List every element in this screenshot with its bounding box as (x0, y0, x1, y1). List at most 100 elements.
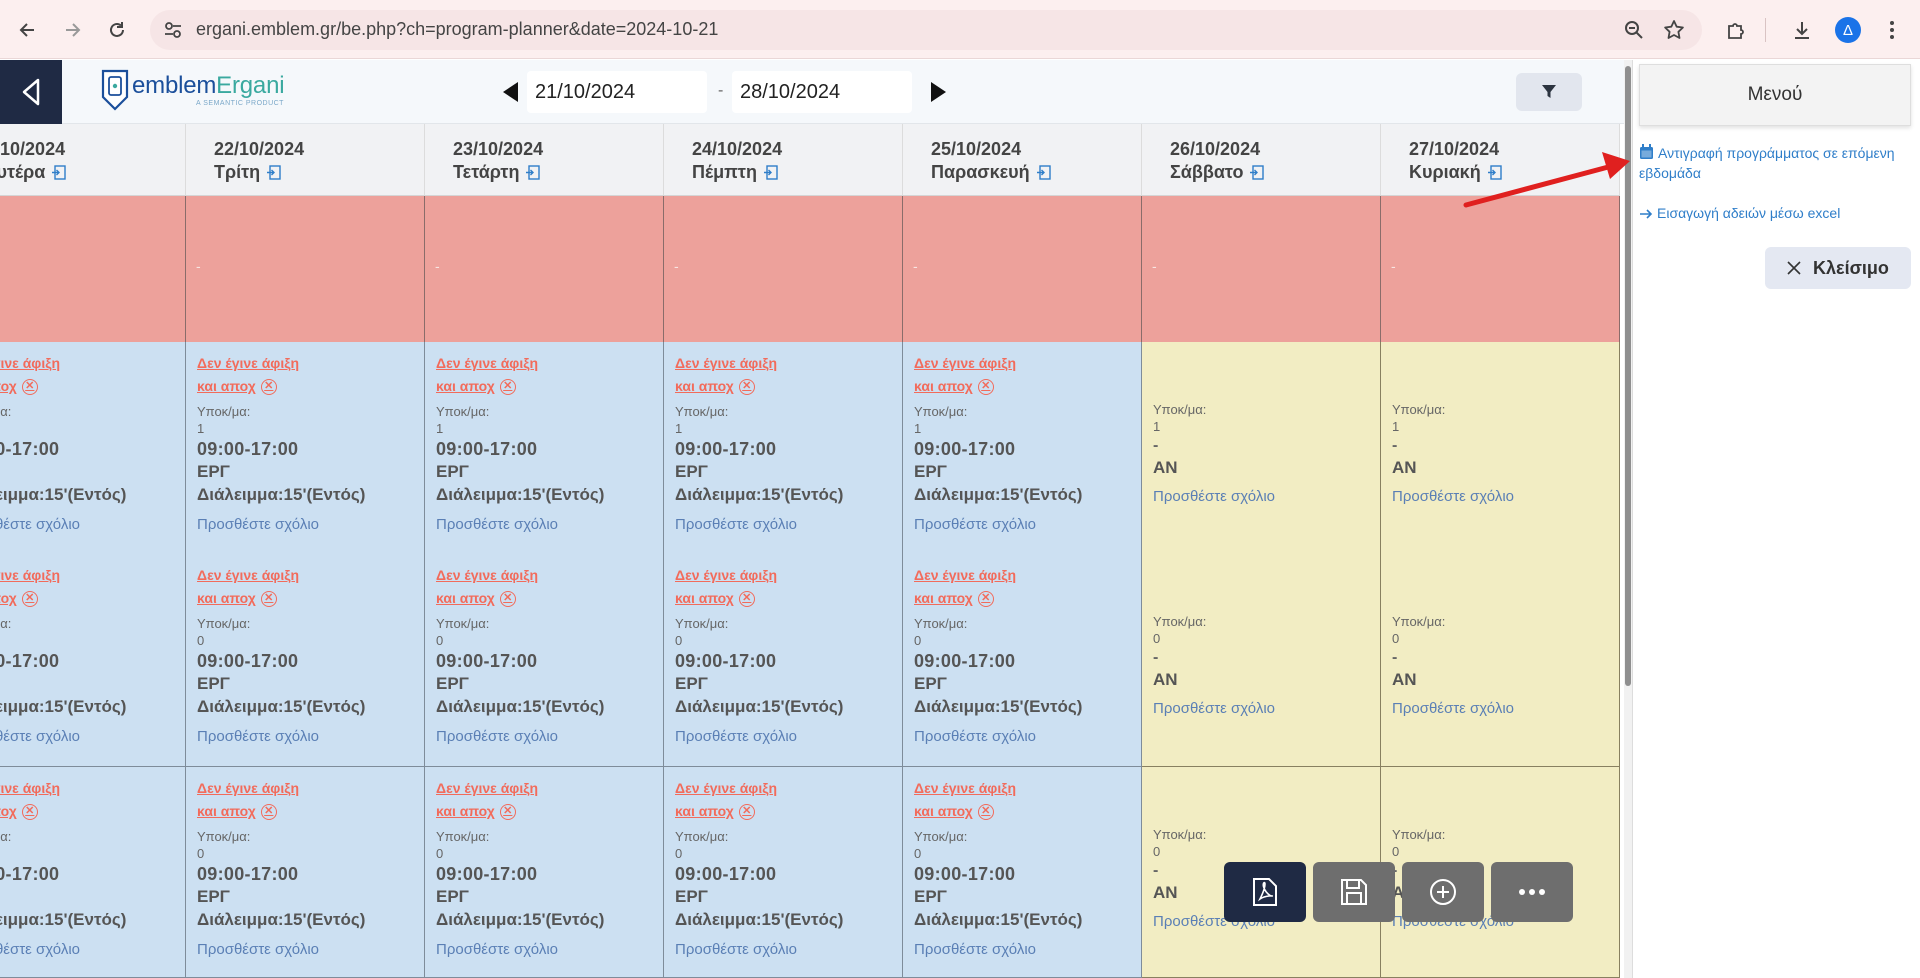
no-arrival-alert-cont[interactable]: και αποχ✕ (436, 375, 656, 398)
export-pdf-button[interactable] (1224, 862, 1306, 922)
enter-day-icon[interactable] (51, 165, 67, 180)
address-bar[interactable]: ergani.emblem.gr/be.php?ch=program-plann… (150, 10, 1702, 50)
no-arrival-alert-cont[interactable]: και αποχ✕ (197, 587, 417, 610)
add-comment-link[interactable]: Προσθέστε σχόλιο (436, 728, 558, 745)
extensions-button[interactable] (1720, 14, 1752, 46)
profile-avatar[interactable]: Δ (1835, 17, 1861, 43)
no-arrival-alert-cont[interactable]: και αποχ✕ (914, 375, 1134, 398)
enter-day-icon[interactable] (1249, 165, 1265, 180)
add-comment-link[interactable]: Προσθέστε σχόλιο (0, 516, 80, 533)
reload-button[interactable] (101, 14, 133, 46)
close-circle-icon[interactable]: ✕ (738, 803, 755, 820)
no-arrival-alert-cont[interactable]: και αποχ✕ (0, 375, 178, 398)
schedule-cell[interactable]: Υποκ/μα: 1 - ΑΝ Προσθέστε σχόλιο (1142, 342, 1381, 555)
no-arrival-alert-cont[interactable]: και αποχ✕ (675, 587, 895, 610)
no-arrival-alert-cont[interactable]: και αποχ✕ (436, 587, 656, 610)
close-circle-icon[interactable]: ✕ (260, 378, 277, 395)
date-to-input[interactable]: 28/10/2024 (732, 71, 912, 113)
more-actions-button[interactable] (1491, 862, 1573, 922)
add-comment-link[interactable]: Προσθέστε σχόλιο (914, 941, 1036, 958)
enter-day-icon[interactable] (1487, 165, 1502, 180)
downloads-button[interactable] (1786, 14, 1818, 46)
no-arrival-alert[interactable]: Δεν έγινε άφιξη (914, 567, 1016, 583)
close-circle-icon[interactable]: ✕ (499, 803, 516, 820)
close-circle-icon[interactable]: ✕ (738, 378, 755, 395)
close-circle-icon[interactable]: ✕ (499, 590, 516, 607)
no-arrival-alert[interactable]: Δεν έγινε άφιξη (675, 355, 777, 371)
close-circle-icon[interactable]: ✕ (21, 803, 38, 820)
add-comment-link[interactable]: Προσθέστε σχόλιο (1392, 488, 1514, 505)
add-comment-link[interactable]: Προσθέστε σχόλιο (197, 728, 319, 745)
next-week-button[interactable] (929, 82, 947, 102)
no-arrival-alert[interactable]: Δεν έγινε άφιξη (436, 567, 538, 583)
enter-day-icon[interactable] (266, 165, 281, 180)
date-from-input[interactable]: 21/10/2024 (527, 71, 707, 113)
no-arrival-alert[interactable]: Δεν έγινε άφιξη (0, 567, 60, 583)
add-comment-link[interactable]: Προσθέστε σχόλιο (675, 516, 797, 533)
no-arrival-alert-cont[interactable]: και αποχ✕ (675, 800, 895, 823)
add-comment-link[interactable]: Προσθέστε σχόλιο (436, 941, 558, 958)
no-arrival-alert[interactable]: Δεν έγινε άφιξη (197, 355, 299, 371)
add-comment-link[interactable]: Προσθέστε σχόλιο (914, 516, 1036, 533)
app-logo[interactable]: emblemErgani A SEMANTIC PRODUCT (100, 68, 285, 112)
scrollbar-thumb[interactable] (1625, 66, 1631, 686)
enter-day-icon[interactable] (763, 165, 778, 180)
close-circle-icon[interactable]: ✕ (977, 803, 994, 820)
vertical-scrollbar[interactable] (1624, 60, 1632, 978)
add-comment-link[interactable]: Προσθέστε σχόλιο (1392, 700, 1514, 717)
no-arrival-alert[interactable]: Δεν έγινε άφιξη (197, 780, 299, 796)
enter-day-icon[interactable] (525, 165, 541, 180)
close-circle-icon[interactable]: ✕ (499, 378, 516, 395)
close-circle-icon[interactable]: ✕ (260, 803, 277, 820)
close-circle-icon[interactable]: ✕ (977, 590, 994, 607)
close-circle-icon[interactable]: ✕ (21, 378, 38, 395)
close-circle-icon[interactable]: ✕ (977, 378, 994, 395)
no-arrival-alert-cont[interactable]: και αποχ✕ (0, 800, 178, 823)
site-settings-icon[interactable] (160, 18, 186, 42)
close-circle-icon[interactable]: ✕ (260, 590, 277, 607)
copy-program-next-week-link[interactable]: Αντιγραφή προγράμματος σε επόμενη εβδομά… (1639, 143, 1914, 183)
no-arrival-alert-cont[interactable]: και αποχ✕ (914, 587, 1134, 610)
no-arrival-alert[interactable]: Δεν έγινε άφιξη (914, 780, 1016, 796)
filter-button[interactable] (1516, 73, 1582, 111)
no-arrival-alert-cont[interactable]: και αποχ✕ (0, 587, 178, 610)
close-circle-icon[interactable]: ✕ (21, 590, 38, 607)
no-arrival-alert[interactable]: Δεν έγινε άφιξη (436, 355, 538, 371)
add-comment-link[interactable]: Προσθέστε σχόλιο (436, 516, 558, 533)
add-comment-link[interactable]: Προσθέστε σχόλιο (197, 941, 319, 958)
no-arrival-alert[interactable]: Δεν έγινε άφιξη (0, 355, 60, 371)
import-leaves-excel-link[interactable]: Εισαγωγή αδειών μέσω excel (1639, 203, 1914, 223)
schedule-cell[interactable]: Υποκ/μα: 0 - ΑΝ Προσθέστε σχόλιο (1381, 554, 1620, 767)
no-arrival-alert[interactable]: Δεν έγινε άφιξη (436, 780, 538, 796)
no-arrival-alert-cont[interactable]: και αποχ✕ (197, 800, 417, 823)
schedule-cell[interactable]: Υποκ/μα: 1 - ΑΝ Προσθέστε σχόλιο (1381, 342, 1620, 555)
no-arrival-alert-cont[interactable]: και αποχ✕ (675, 375, 895, 398)
no-arrival-alert[interactable]: Δεν έγινε άφιξη (675, 567, 777, 583)
no-arrival-alert[interactable]: Δεν έγινε άφιξη (914, 355, 1016, 371)
close-circle-icon[interactable]: ✕ (738, 590, 755, 607)
add-comment-link[interactable]: Προσθέστε σχόλιο (914, 728, 1036, 745)
no-arrival-alert[interactable]: Δεν έγινε άφιξη (197, 567, 299, 583)
add-comment-link[interactable]: Προσθέστε σχόλιο (0, 941, 80, 958)
close-menu-button[interactable]: Κλείσιμο (1765, 247, 1911, 289)
sidebar-toggle-button[interactable] (0, 60, 62, 124)
add-comment-link[interactable]: Προσθέστε σχόλιο (197, 516, 319, 533)
no-arrival-alert[interactable]: Δεν έγινε άφιξη (0, 780, 60, 796)
add-comment-link[interactable]: Προσθέστε σχόλιο (0, 728, 80, 745)
back-button[interactable] (12, 14, 44, 46)
browser-menu-button[interactable] (1876, 14, 1908, 46)
no-arrival-alert-cont[interactable]: και αποχ✕ (914, 800, 1134, 823)
no-arrival-alert-cont[interactable]: και αποχ✕ (197, 375, 417, 398)
